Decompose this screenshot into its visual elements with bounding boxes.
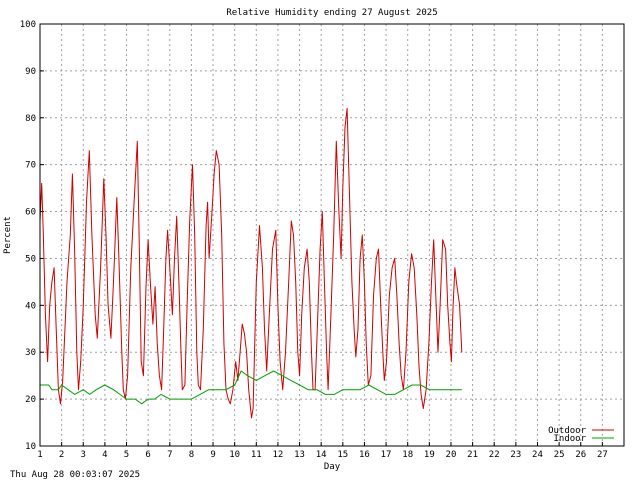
x-tick-label: 4 xyxy=(102,450,107,460)
plot-frame xyxy=(39,23,625,447)
x-tick-label: 14 xyxy=(316,450,327,460)
x-tick-label: 2 xyxy=(59,450,64,460)
footer-timestamp: Thu Aug 28 00:03:07 2025 xyxy=(10,470,140,480)
x-tick-label: 26 xyxy=(575,450,586,460)
y-tick-label: 30 xyxy=(25,348,36,358)
y-tick-label: 100 xyxy=(20,20,36,30)
x-tick-label: 11 xyxy=(251,450,262,460)
y-tick-label: 50 xyxy=(25,254,36,264)
x-tick-label: 1 xyxy=(37,450,42,460)
chart-title: Relative Humidity ending 27 August 2025 xyxy=(226,8,437,18)
x-tick-label: 10 xyxy=(229,450,240,460)
grid-lines xyxy=(40,24,624,446)
x-tick-label: 21 xyxy=(467,450,478,460)
x-tick-label: 22 xyxy=(489,450,500,460)
legend-label: Outdoor xyxy=(548,426,587,436)
y-tick-label: 10 xyxy=(25,442,36,452)
x-tick-label: 24 xyxy=(532,450,543,460)
series-line-outdoor xyxy=(39,107,463,419)
x-tick-label: 9 xyxy=(210,450,215,460)
x-tick-label: 25 xyxy=(554,450,565,460)
x-axis-label: Day xyxy=(324,462,341,472)
x-tick-labels: 1 2 3 4 5 6 7 8 9 10 11 12 13 14 15 16 17 18 19 20 21 22 23 24 2… xyxy=(37,442,608,460)
y-tick-label: 70 xyxy=(25,161,36,171)
x-tick-label: 23 xyxy=(510,450,521,460)
x-tick-label: 18 xyxy=(402,450,413,460)
x-tick-label: 27 xyxy=(597,450,608,460)
x-tick-label: 12 xyxy=(273,450,284,460)
y-tick-labels: 10 20 30 40 50 60 70 80 90 100 xyxy=(20,20,44,452)
data-series xyxy=(39,107,463,419)
x-tick-label: 20 xyxy=(446,450,457,460)
x-tick-label: 5 xyxy=(124,450,129,460)
x-tick-label: 8 xyxy=(189,450,194,460)
x-tick-label: 7 xyxy=(167,450,172,460)
x-tick-label: 16 xyxy=(359,450,370,460)
legend-label: Indoor xyxy=(553,434,586,444)
y-tick-label: 90 xyxy=(25,67,36,77)
x-tick-label: 19 xyxy=(424,450,435,460)
x-tick-label: 3 xyxy=(81,450,86,460)
x-tick-label: 13 xyxy=(294,450,305,460)
y-tick-label: 60 xyxy=(25,208,36,218)
y-axis-label: Percent xyxy=(3,216,13,254)
y-tick-label: 80 xyxy=(25,114,36,124)
x-tick-label: 17 xyxy=(381,450,392,460)
y-tick-label: 40 xyxy=(25,301,36,311)
x-tick-label: 6 xyxy=(145,450,150,460)
series-line-indoor xyxy=(40,370,462,405)
x-tick-label: 15 xyxy=(337,450,348,460)
y-tick-label: 20 xyxy=(25,395,36,405)
